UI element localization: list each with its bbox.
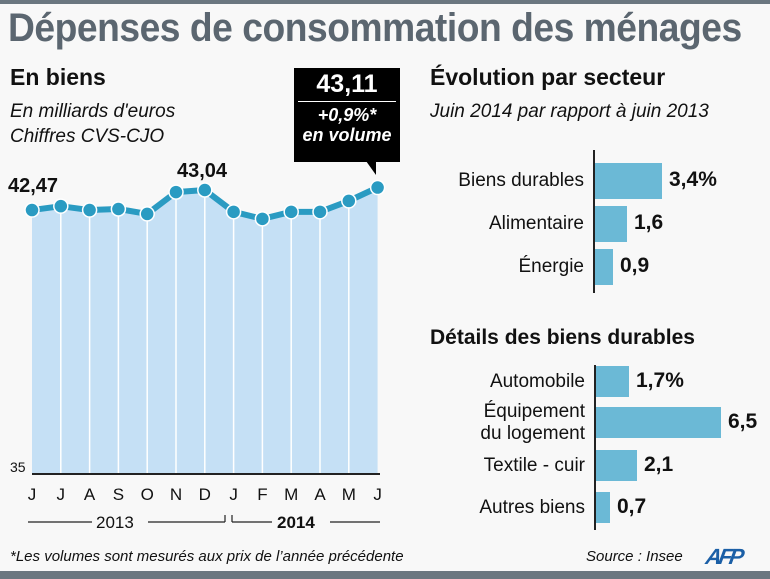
data-point <box>225 204 242 220</box>
page-title: Dépenses de consommation des ménages <box>8 6 742 50</box>
bar-value-label: 1,6 <box>634 211 664 234</box>
source: Source : Insee <box>586 548 683 565</box>
data-point <box>139 206 155 222</box>
bar-category-label: Biens durables <box>458 170 584 191</box>
bar-value-label: 6,5 <box>728 409 758 433</box>
bar <box>595 206 627 242</box>
data-point <box>197 182 213 198</box>
x-tick-label: J <box>229 485 238 504</box>
data-point <box>369 179 386 196</box>
first-value-label: 42,47 <box>8 175 58 197</box>
x-tick-label: M <box>342 485 356 504</box>
sector-subtitle: Juin 2014 par rapport à juin 2013 <box>430 101 709 122</box>
footnote: *Les volumes sont mesurés aux prix de l’… <box>10 548 404 565</box>
left-subtitle-method: Chiffres CVS-CJO <box>10 126 165 147</box>
bar <box>596 492 610 523</box>
x-tick-label: S <box>113 485 124 504</box>
bar <box>596 450 637 481</box>
x-tick-label: M <box>284 485 298 504</box>
bottom-bar <box>0 571 770 579</box>
data-point <box>283 204 299 220</box>
data-point <box>168 184 184 200</box>
left-subtitle-units: En milliards d'euros <box>10 101 176 122</box>
x-tick-label: J <box>373 485 382 504</box>
x-tick-label: O <box>141 485 154 504</box>
afp-logo: AFP <box>703 544 744 569</box>
durables-heading: Détails des biens durables <box>430 326 695 349</box>
x-tick-label: N <box>170 485 182 504</box>
bar-category-label: Automobile <box>489 370 585 392</box>
bar-axis-line <box>594 365 596 530</box>
x-tick-label: F <box>257 485 267 504</box>
data-point <box>53 198 69 214</box>
bar-category-label: Équipement du logement <box>480 400 585 444</box>
callout-volume: en volume <box>302 125 392 145</box>
callout-divider <box>298 101 396 102</box>
bar-value-label: 1,7% <box>636 368 684 392</box>
callout-value: 43,11 <box>316 70 378 98</box>
bar <box>596 366 629 397</box>
data-point <box>254 211 271 227</box>
bar-category-label: Textile - cuir <box>483 454 585 476</box>
data-point <box>81 202 98 218</box>
top-bar <box>0 0 770 4</box>
bar-category-label: Alimentaire <box>488 213 584 234</box>
x-tick-label: J <box>28 485 37 504</box>
x-tick-label: J <box>57 485 66 504</box>
x-tick-label: A <box>314 485 326 504</box>
peak-value-label: 43,04 <box>177 160 228 182</box>
x-tick-label: D <box>199 485 211 504</box>
bar-category-label: Énergie <box>518 256 585 277</box>
latest-value-callout: 43,11 +0,9%* en volume <box>294 68 400 162</box>
bar <box>595 163 662 199</box>
sector-heading: Évolution par secteur <box>430 64 666 90</box>
year-2013-label: 2013 <box>96 513 134 532</box>
bar-value-label: 0,9 <box>620 254 650 277</box>
bar-value-label: 2,1 <box>644 452 674 476</box>
x-tick-label: A <box>84 485 96 504</box>
callout-change: +0,9%* <box>317 105 377 125</box>
bar-category-label: Autres biens <box>479 496 585 518</box>
callout-pointer <box>366 161 376 175</box>
bar <box>596 407 721 438</box>
data-point <box>110 201 127 217</box>
bar <box>595 249 613 285</box>
data-point <box>312 204 328 220</box>
year-2014-label: 2014 <box>277 513 315 532</box>
year-axis: 2013 2014 <box>28 513 380 532</box>
left-heading: En biens <box>10 64 106 90</box>
bar-axis-line <box>593 150 595 293</box>
data-point <box>24 202 40 218</box>
bar-value-label: 3,4% <box>669 168 717 191</box>
y-baseline-label: 35 <box>10 459 26 475</box>
bar-value-label: 0,7 <box>617 494 647 518</box>
data-point <box>341 193 357 209</box>
